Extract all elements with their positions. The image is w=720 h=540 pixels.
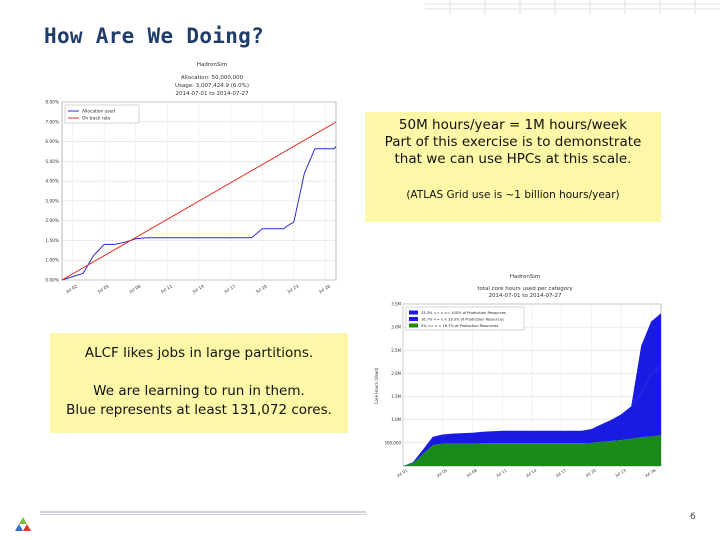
chart2-legend-label: 33.3% <= x <= 100% of Production Resourc… bbox=[421, 311, 506, 315]
chart1-title: HadronSim bbox=[197, 62, 227, 68]
chart1-x-tick: Jul 02 bbox=[64, 283, 79, 295]
note-bottom: ALCF likes jobs in large partitions. We … bbox=[50, 333, 348, 433]
chart1-subtitle-2: Usage: 3,007,424.9 (6.0%) bbox=[175, 83, 249, 89]
chart2-x-tick: Jul 01 bbox=[395, 468, 408, 478]
chart1-y-tick: 7.00% bbox=[45, 119, 59, 125]
chart2-x-tick: Jul 26 bbox=[643, 468, 656, 478]
chart2-legend-swatch bbox=[409, 323, 418, 328]
chart1-legend-label: On track rate bbox=[82, 116, 111, 122]
note-bottom-line-3: Blue represents at least 131,072 cores. bbox=[66, 402, 332, 418]
chart1-y-tick: 4.00% bbox=[45, 179, 59, 185]
chart1-x-tick: Jul 05 bbox=[96, 283, 111, 295]
chart1-allocation-used-line bbox=[61, 146, 337, 281]
chart2-x-tick: Jul 23 bbox=[614, 468, 627, 478]
page-number: 6 bbox=[690, 512, 696, 522]
chart1-x-tick: Jul 14 bbox=[191, 283, 206, 295]
chart1-legend-label: Allocation used bbox=[82, 109, 115, 115]
note-top: 50M hours/year = 1M hours/week Part of t… bbox=[365, 112, 661, 222]
argonne-triangle-logo-icon bbox=[15, 517, 31, 531]
chart2-x-tick: Jul 08 bbox=[465, 468, 478, 478]
chart1-x-tick: Jul 17 bbox=[223, 283, 238, 295]
chart2-x-tick: Jul 05 bbox=[435, 468, 448, 478]
core-hours-area-chart: HadronSim total core hours used per cate… bbox=[374, 274, 662, 478]
chart2-legend-swatch bbox=[409, 317, 418, 321]
chart2-legend-label: 16.7% <= x < 33.3% of Production Resourc… bbox=[421, 318, 504, 322]
chart1-x-tick: Jul 23 bbox=[286, 283, 301, 295]
chart2-x-tick: Jul 20 bbox=[584, 468, 597, 478]
chart1-on-track-rate-line bbox=[61, 121, 337, 281]
note-top-line-3: that we can use HPCs at this scale. bbox=[394, 151, 632, 167]
note-top-line-1: 50M hours/year = 1M hours/week bbox=[398, 117, 628, 133]
chart1-subtitle-1: Allocation: 50,000,000 bbox=[181, 75, 244, 81]
chart2-subtitle-1: total core hours used per category bbox=[477, 286, 573, 292]
note-bottom-line-2: We are learning to run in them. bbox=[93, 383, 305, 399]
chart2-x-tick: Jul 14 bbox=[524, 468, 537, 478]
chart1-x-tick: Jul 20 bbox=[254, 283, 269, 295]
chart2-x-tick: Jul 11 bbox=[495, 468, 508, 478]
chart2-y-tick: 1.5M bbox=[391, 394, 401, 399]
chart2-ylabel: Core Hours (Used) bbox=[374, 367, 379, 404]
allocation-line-chart: HadronSim Allocation: 50,000,000 Usage: … bbox=[45, 62, 337, 295]
chart2-y-tick: 2.5M bbox=[391, 348, 401, 353]
note-top-line-2: Part of this exercise is to demonstrate bbox=[384, 134, 642, 150]
chart1-x-tick: Jul 11 bbox=[159, 283, 174, 295]
chart2-y-tick: 3.5M bbox=[391, 302, 401, 307]
chart1-subtitle-3: 2014-07-01 to 2014-07-27 bbox=[176, 91, 249, 97]
chart2-legend-label: 0% <= x < 16.7% of Production Resources bbox=[421, 324, 498, 328]
chart1-y-tick: 1.50% bbox=[45, 238, 59, 244]
chart2-y-tick: 3.0M bbox=[391, 325, 401, 330]
chart1-y-tick: 6.00% bbox=[45, 139, 59, 145]
decorative-grid bbox=[425, 0, 720, 14]
chart2-legend bbox=[405, 306, 525, 331]
chart2-subtitle-2: 2014-07-01 to 2014-07-27 bbox=[489, 293, 562, 299]
chart2-y-tick: 1.0M bbox=[391, 417, 401, 422]
chart2-area-1 bbox=[403, 366, 661, 466]
chart2-x-tick: Jul 17 bbox=[554, 468, 567, 478]
chart2-title: HadronSim bbox=[510, 274, 540, 280]
chart2-legend-swatch bbox=[409, 310, 418, 315]
chart2-y-tick: 2.0M bbox=[391, 371, 401, 376]
note-top-line-4: (ATLAS Grid use is ~1 billion hours/year… bbox=[406, 189, 620, 201]
chart1-y-tick: 0.00% bbox=[45, 278, 59, 284]
footer-divider bbox=[40, 511, 366, 515]
note-bottom-line-1: ALCF likes jobs in large partitions. bbox=[84, 345, 314, 361]
chart1-y-tick: 1.00% bbox=[45, 258, 59, 264]
chart1-x-tick: Jul 08 bbox=[128, 283, 143, 295]
chart1-y-tick: 2.00% bbox=[45, 218, 59, 224]
chart2-y-tick: 500,000 bbox=[384, 440, 401, 445]
chart1-y-tick: 5.00% bbox=[45, 159, 59, 165]
chart1-y-tick: 8.00% bbox=[45, 100, 59, 106]
chart1-x-tick: Jul 26 bbox=[317, 283, 332, 295]
chart1-y-tick: 3.00% bbox=[45, 198, 59, 204]
page-title: How Are We Doing? bbox=[44, 24, 265, 48]
chart2-area-0 bbox=[403, 435, 661, 466]
chart1-legend bbox=[64, 104, 140, 124]
